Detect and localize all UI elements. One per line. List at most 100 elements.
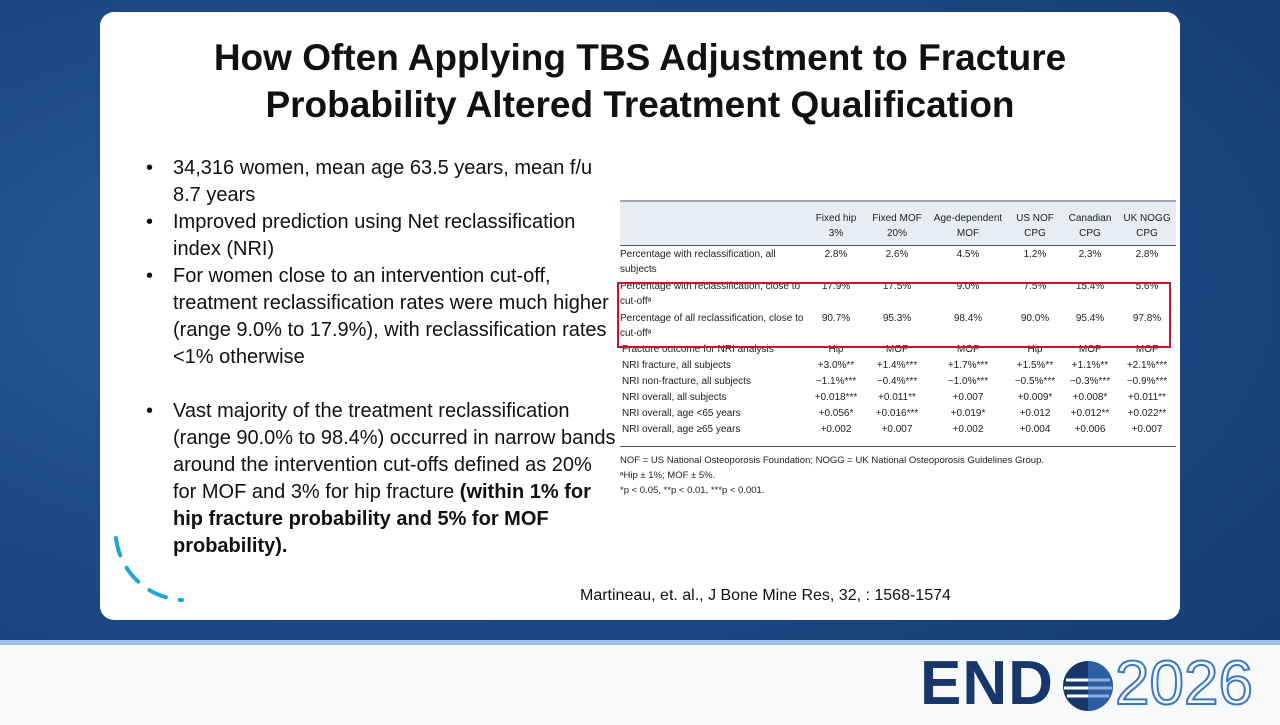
table-cell: +0.011** <box>878 392 916 403</box>
table-cell: +0.011** <box>1128 392 1166 403</box>
table-cell: +0.008* <box>1072 392 1108 403</box>
logo-year: 2026 <box>1114 648 1254 719</box>
table: Fixed hip 3% Fixed MOF 20% Age-dependent M… <box>620 200 1176 438</box>
bullet: Improved prediction using Net reclassifi… <box>146 209 616 263</box>
table-cell: −0.9%*** <box>1126 376 1168 387</box>
table-cell: 2.6% <box>885 249 909 260</box>
row-label: Percentage with reclassification, close … <box>620 281 801 307</box>
table-cell: Hip <box>828 344 844 355</box>
bullet-list: 34,316 women, mean age 63.5 years, mean … <box>146 155 616 560</box>
table-cell: +0.007 <box>952 392 984 403</box>
highlight-box <box>617 282 1171 348</box>
table-cell: +1.7%*** <box>947 360 989 371</box>
bullet-text: For women close to an intervention cut-o… <box>173 265 609 368</box>
table-row: NRI overall, age ≥65 years +0.002 +0.007 +0… <box>620 422 1176 438</box>
table-row: Percentage of all reclassification, clos… <box>620 310 1176 342</box>
table-cell: +0.012 <box>1019 408 1051 419</box>
table-cell: +2.1%*** <box>1126 360 1168 371</box>
table-cell: 4.5% <box>956 249 980 260</box>
header-cell <box>620 200 806 246</box>
table-cell: 7.5% <box>1023 281 1047 292</box>
table-cell: +0.009* <box>1017 392 1053 403</box>
table-cell: +0.002 <box>952 424 984 435</box>
table-cell: 17.9% <box>821 281 851 292</box>
table-cell: +1.5%** <box>1016 360 1054 371</box>
bullet-bold-text: (within 1% for hip fracture probability … <box>173 481 591 557</box>
table-cell: +0.007 <box>1131 424 1163 435</box>
table-row: Fracture outcome for NRI analysis Hip MOF M… <box>620 342 1176 358</box>
table-cell: +0.004 <box>1019 424 1051 435</box>
logo-text: END <box>920 649 1054 718</box>
table-cell: −0.5%*** <box>1014 376 1056 387</box>
table-cell: 1.2% <box>1023 249 1047 260</box>
footnotes: NOF = US National Osteoporosis Foundatio… <box>620 446 1176 498</box>
table-cell: +0.012** <box>1070 408 1110 419</box>
table-cell: 95.4% <box>1075 313 1105 324</box>
bullet: For women close to an intervention cut-o… <box>146 263 616 371</box>
slide-title: How Often Applying TBS Adjustment to Fra… <box>213 37 1067 125</box>
column-header: US NOF CPG <box>1008 200 1062 246</box>
footnote: ᵃHip ± 1%; MOF ± 5%. <box>620 470 716 481</box>
table-cell: MOF <box>956 344 980 355</box>
table-cell: +0.002 <box>820 424 852 435</box>
footnote: *p < 0.05, **p < 0.01, ***p < 0.001. <box>620 485 765 496</box>
row-label: NRI overall, age <65 years <box>622 408 741 419</box>
table-cell: 2.8% <box>824 249 848 260</box>
table-cell: 90.0% <box>1020 313 1050 324</box>
table-cell: 95.3% <box>882 313 912 324</box>
table-cell: +0.006 <box>1074 424 1106 435</box>
table-row: Percentage with reclassification, close … <box>620 278 1176 310</box>
table-cell: MOF <box>1078 344 1102 355</box>
row-label: NRI non-fracture, all subjects <box>622 376 751 387</box>
table-cell: +1.1%** <box>1071 360 1109 371</box>
column-header: Fixed hip 3% <box>806 200 866 246</box>
table-cell: 15.4% <box>1075 281 1105 292</box>
bullet-text: Improved prediction using Net reclassifi… <box>173 211 576 260</box>
column-header: Fixed MOF 20% <box>866 200 928 246</box>
table-row: NRI fracture, all subjects +3.0%** +1.4%**… <box>620 358 1176 374</box>
table-cell: 2.8% <box>1135 249 1159 260</box>
table-cell: +0.016*** <box>875 408 919 419</box>
table-cell: +0.007 <box>881 424 913 435</box>
header-row: Fixed hip 3% Fixed MOF 20% Age-dependent M… <box>620 200 1176 246</box>
table-cell: +1.4%*** <box>876 360 918 371</box>
citation: Martineau, et. al., J Bone Mine Res, 32,… <box>580 587 951 604</box>
footnote: NOF = US National Osteoporosis Foundatio… <box>620 455 1045 466</box>
table-row: NRI non-fracture, all subjects −1.1%*** −0… <box>620 374 1176 390</box>
table-cell: −1.1%*** <box>815 376 857 387</box>
table-cell: 90.7% <box>821 313 851 324</box>
column-header: UK NOGG CPG <box>1118 200 1176 246</box>
table-cell: −0.3%*** <box>1069 376 1111 387</box>
column-header: Age-dependent MOF <box>928 200 1008 246</box>
bullet-text: Vast majority of the treatment reclassif… <box>173 400 616 503</box>
table-cell: +0.022** <box>1127 408 1167 419</box>
row-label: Percentage with reclassification, all su… <box>620 249 776 275</box>
table-cell: MOF <box>1135 344 1159 355</box>
table-cell: +3.0%** <box>817 360 855 371</box>
logo-globe <box>1063 661 1113 711</box>
table-row: NRI overall, age <65 years +0.056* +0.016*… <box>620 406 1176 422</box>
table-cell: 98.4% <box>953 313 983 324</box>
table-row: Percentage with reclassification, all su… <box>620 246 1176 279</box>
table-cell: −0.4%*** <box>876 376 918 387</box>
row-label: Fracture outcome for NRI analysis <box>622 344 774 355</box>
table-cell: 97.8% <box>1132 313 1162 324</box>
results-table: Fixed hip 3% Fixed MOF 20% Age-dependent M… <box>620 200 1176 498</box>
column-header: Canadian CPG <box>1062 200 1118 246</box>
table-cell: Hip <box>1027 344 1043 355</box>
table-cell: +0.019* <box>950 408 986 419</box>
table-cell: 5.6% <box>1135 281 1159 292</box>
row-label: NRI overall, all subjects <box>622 392 727 403</box>
table-cell: MOF <box>885 344 909 355</box>
table-cell: −1.0%*** <box>947 376 989 387</box>
table-row: NRI overall, all subjects +0.018*** +0.011… <box>620 390 1176 406</box>
row-label: NRI fracture, all subjects <box>622 360 731 371</box>
table-cell: 2.3% <box>1078 249 1102 260</box>
bullet: 34,316 women, mean age 63.5 years, mean … <box>146 155 616 209</box>
table-cell: +0.056* <box>818 408 854 419</box>
row-label: Percentage of all reclassification, clos… <box>620 313 804 339</box>
table-cell: 9.0% <box>956 281 980 292</box>
decor-arc <box>114 536 184 602</box>
row-label: NRI overall, age ≥65 years <box>622 424 741 435</box>
